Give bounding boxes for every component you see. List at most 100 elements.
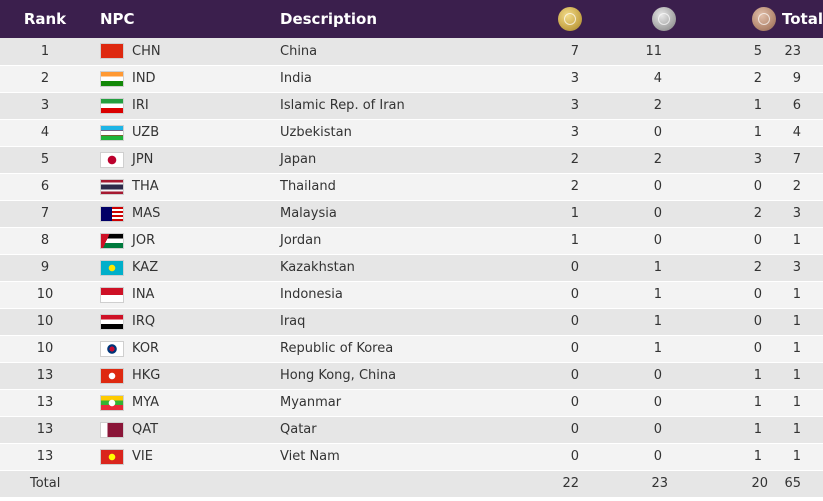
gold-count: 0 bbox=[487, 335, 582, 363]
silver-count: 11 bbox=[582, 38, 682, 66]
rank-cell: 10 bbox=[0, 335, 90, 363]
total-count: 1 bbox=[782, 227, 823, 255]
table-row: 10 IRQ Iraq 0 1 0 1 bbox=[0, 308, 823, 336]
header-rank: Rank bbox=[23, 10, 67, 28]
rank-cell: 3 bbox=[0, 92, 90, 120]
bronze-count: 5 bbox=[682, 38, 782, 66]
flag-uzb-icon bbox=[100, 124, 124, 141]
rank-cell: 2 bbox=[0, 65, 90, 93]
flag-iri-icon bbox=[100, 97, 124, 114]
gold-count: 2 bbox=[487, 146, 582, 174]
silver-count: 1 bbox=[582, 308, 682, 336]
npc-code: IND bbox=[132, 71, 156, 86]
silver-count: 0 bbox=[582, 362, 682, 390]
flag-jor-icon bbox=[100, 232, 124, 249]
header-gold bbox=[487, 0, 582, 38]
silver-count: 1 bbox=[582, 254, 682, 282]
table-row: 9 KAZ Kazakhstan 0 1 2 3 bbox=[0, 254, 823, 282]
npc-code: CHN bbox=[132, 43, 161, 59]
header-description: Description bbox=[280, 10, 378, 28]
description-cell: Thailand bbox=[277, 173, 487, 201]
table-row: 4 UZB Uzbekistan 3 0 1 4 bbox=[0, 119, 823, 147]
gold-medal-icon bbox=[558, 7, 582, 31]
npc-code: INA bbox=[132, 287, 155, 302]
gold-count: 3 bbox=[487, 119, 582, 147]
totals-row: Total 22 23 20 65 bbox=[0, 470, 823, 498]
bronze-count: 1 bbox=[682, 443, 782, 471]
gold-count: 2 bbox=[487, 173, 582, 201]
total-count: 3 bbox=[782, 254, 823, 282]
table-row: 13 MYA Myanmar 0 0 1 1 bbox=[0, 389, 823, 417]
flag-ind-icon bbox=[100, 70, 124, 87]
table-row: 7 MAS Malaysia 1 0 2 3 bbox=[0, 200, 823, 228]
flag-jpn-icon bbox=[100, 151, 124, 168]
npc-cell: MYA bbox=[90, 389, 277, 417]
totals-bronze: 20 bbox=[682, 470, 782, 498]
gold-count: 3 bbox=[487, 65, 582, 93]
rank-cell: 13 bbox=[0, 443, 90, 471]
flag-kor-icon bbox=[100, 340, 124, 357]
table-row: 8 JOR Jordan 1 0 0 1 bbox=[0, 227, 823, 255]
rank-cell: 1 bbox=[0, 38, 90, 66]
npc-cell: JPN bbox=[90, 146, 277, 174]
npc-code: JOR bbox=[132, 233, 156, 248]
total-count: 6 bbox=[782, 92, 823, 120]
bronze-count: 0 bbox=[682, 227, 782, 255]
header-silver bbox=[582, 0, 682, 38]
silver-count: 0 bbox=[582, 389, 682, 417]
silver-count: 0 bbox=[582, 416, 682, 444]
gold-count: 0 bbox=[487, 443, 582, 471]
npc-cell: JOR bbox=[90, 227, 277, 255]
silver-count: 0 bbox=[582, 119, 682, 147]
rank-cell: 9 bbox=[0, 254, 90, 282]
gold-count: 1 bbox=[487, 227, 582, 255]
description-cell: Japan bbox=[277, 146, 487, 174]
rank-cell: 7 bbox=[0, 200, 90, 228]
npc-code: IRQ bbox=[132, 314, 156, 329]
table-row: 2 IND India 3 4 2 9 bbox=[0, 65, 823, 93]
totals-total: 65 bbox=[782, 470, 823, 498]
silver-count: 2 bbox=[582, 92, 682, 120]
gold-count: 3 bbox=[487, 92, 582, 120]
total-count: 1 bbox=[782, 362, 823, 390]
bronze-count: 1 bbox=[682, 362, 782, 390]
silver-count: 0 bbox=[582, 200, 682, 228]
total-count: 23 bbox=[782, 38, 823, 66]
description-cell: China bbox=[277, 38, 487, 66]
description-cell: Indonesia bbox=[277, 281, 487, 309]
description-cell: Viet Nam bbox=[277, 443, 487, 471]
rank-cell: 13 bbox=[0, 416, 90, 444]
table-row: 10 KOR Republic of Korea 0 1 0 1 bbox=[0, 335, 823, 363]
npc-code: KOR bbox=[132, 341, 160, 356]
flag-tha-icon bbox=[100, 178, 124, 195]
table-row: 1 CHN China 7 11 5 23 bbox=[0, 38, 823, 66]
npc-cell: CHN bbox=[90, 38, 277, 66]
bronze-count: 0 bbox=[682, 335, 782, 363]
npc-code: IRI bbox=[132, 98, 149, 113]
silver-count: 0 bbox=[582, 227, 682, 255]
table-row: 3 IRI Islamic Rep. of Iran 3 2 1 6 bbox=[0, 92, 823, 120]
flag-vie-icon bbox=[100, 448, 124, 465]
flag-mas-icon bbox=[100, 205, 124, 222]
gold-count: 0 bbox=[487, 281, 582, 309]
total-count: 3 bbox=[782, 200, 823, 228]
silver-count: 0 bbox=[582, 443, 682, 471]
total-count: 9 bbox=[782, 65, 823, 93]
npc-code: HKG bbox=[132, 368, 161, 383]
table-row: 5 JPN Japan 2 2 3 7 bbox=[0, 146, 823, 174]
total-count: 1 bbox=[782, 416, 823, 444]
description-cell: Hong Kong, China bbox=[277, 362, 487, 390]
description-cell: Myanmar bbox=[277, 389, 487, 417]
npc-cell: KAZ bbox=[90, 254, 277, 282]
description-cell: Malaysia bbox=[277, 200, 487, 228]
table-row: 6 THA Thailand 2 0 0 2 bbox=[0, 173, 823, 201]
rank-cell: 10 bbox=[0, 281, 90, 309]
header-bronze bbox=[682, 0, 782, 38]
flag-hkg-icon bbox=[100, 367, 124, 384]
gold-count: 7 bbox=[487, 38, 582, 66]
gold-count: 0 bbox=[487, 362, 582, 390]
totals-label: Total bbox=[0, 470, 487, 498]
silver-count: 1 bbox=[582, 281, 682, 309]
npc-cell: KOR bbox=[90, 335, 277, 363]
